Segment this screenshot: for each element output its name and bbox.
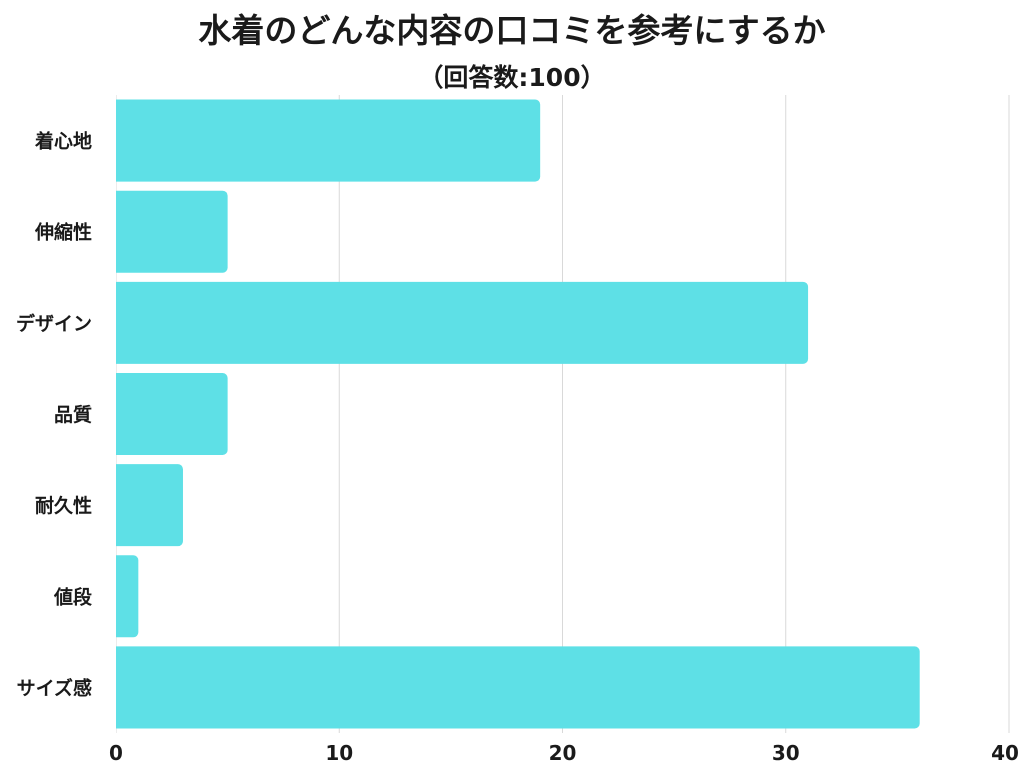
bar (110, 555, 139, 638)
x-tick-label: 10 (325, 741, 353, 765)
bar (110, 464, 183, 547)
category-label: デザイン (16, 312, 92, 335)
category-label: 耐久性 (35, 494, 92, 517)
grid-lines (115, 95, 1010, 733)
category-label: 着心地 (35, 130, 92, 153)
chart-subtitle: （回答数:100） (418, 63, 606, 92)
category-label: サイズ感 (17, 676, 92, 699)
bars (108, 95, 920, 733)
chart-title: 水着のどんな内容の口コミを参考にするか (198, 11, 826, 50)
x-tick-label: 40 (991, 741, 1019, 765)
x-tick-labels: 0 10 20 30 40 (109, 741, 1019, 765)
x-tick-label: 20 (549, 741, 577, 765)
category-label: 値段 (53, 585, 93, 608)
bar (110, 190, 228, 273)
x-tick-label: 0 (109, 741, 123, 765)
axis-edge (108, 95, 116, 733)
bar (110, 281, 809, 364)
bar (110, 99, 541, 182)
x-tick-label: 30 (772, 741, 800, 765)
bar (110, 372, 228, 456)
category-label: 品質 (54, 403, 92, 426)
bar (110, 646, 920, 729)
category-label: 伸縮性 (34, 221, 92, 244)
